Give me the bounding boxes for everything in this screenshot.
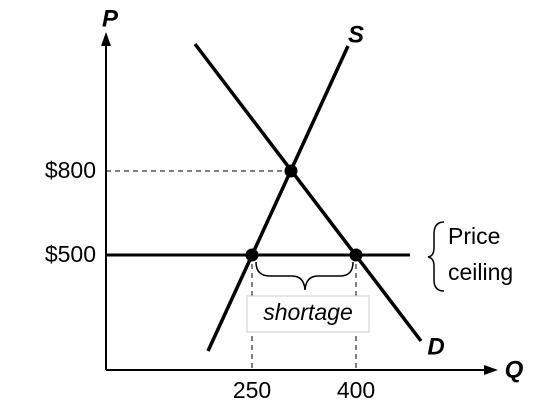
x-axis-label: Q [505, 356, 524, 383]
demand-point [349, 248, 363, 262]
supply-point [245, 248, 259, 262]
y-axis-label: P [102, 5, 119, 32]
x-tick-label: 250 [233, 377, 271, 403]
demand-label: D [427, 333, 444, 360]
shortage-brace [255, 261, 354, 291]
shortage-box [246, 295, 370, 333]
x-tick-label: 400 [337, 377, 375, 403]
x-arrow [484, 365, 498, 375]
y-arrow [101, 32, 111, 46]
y-tick-label: $800 [45, 157, 96, 183]
supply-label: S [348, 21, 364, 48]
supply-curve [206, 45, 350, 352]
equilibrium-point [284, 164, 298, 178]
ceiling-brace [427, 221, 445, 292]
y-tick-label: $500 [45, 241, 96, 267]
ceiling-label: Price [448, 223, 500, 249]
demand-curve [193, 42, 423, 343]
ceiling-label: ceiling [448, 259, 513, 285]
shortage-label: shortage [263, 299, 353, 325]
